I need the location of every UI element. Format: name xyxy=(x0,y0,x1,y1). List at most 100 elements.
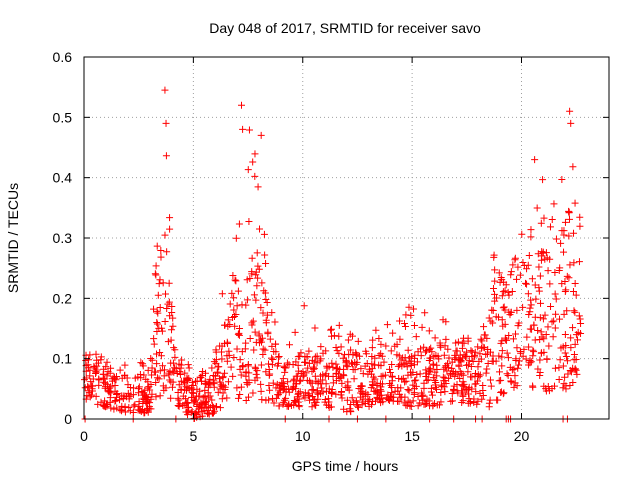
data-point xyxy=(526,325,534,333)
data-point xyxy=(545,387,553,395)
data-point xyxy=(86,393,94,401)
data-point xyxy=(409,368,417,376)
data-point xyxy=(540,214,548,222)
data-point xyxy=(457,357,465,365)
data-point xyxy=(233,345,241,353)
data-point xyxy=(323,401,331,409)
data-point xyxy=(159,279,167,287)
data-point xyxy=(486,396,494,404)
data-point xyxy=(503,370,511,378)
data-point xyxy=(478,344,486,352)
data-point xyxy=(413,371,421,379)
data-point xyxy=(303,376,311,384)
data-point xyxy=(232,311,240,319)
data-point xyxy=(405,387,413,395)
data-point xyxy=(274,391,282,399)
data-point xyxy=(570,259,578,267)
data-point xyxy=(491,297,499,305)
data-point xyxy=(495,269,503,277)
data-point xyxy=(543,355,551,363)
data-point xyxy=(474,343,482,351)
data-point xyxy=(474,363,482,371)
data-point xyxy=(523,265,531,273)
data-point xyxy=(369,381,377,389)
data-point xyxy=(228,289,236,297)
data-point xyxy=(346,407,354,415)
data-point xyxy=(556,315,564,323)
data-point xyxy=(110,405,118,413)
data-point xyxy=(156,348,164,356)
data-point xyxy=(536,356,544,364)
data-point xyxy=(509,335,517,343)
data-point xyxy=(460,380,468,388)
data-point xyxy=(134,406,142,414)
data-point xyxy=(494,396,502,404)
data-point xyxy=(547,303,555,311)
data-point xyxy=(497,273,505,281)
data-point xyxy=(410,322,418,330)
data-point xyxy=(319,388,327,396)
data-point xyxy=(252,338,260,346)
data-point xyxy=(208,396,216,404)
data-point xyxy=(497,388,505,396)
data-point xyxy=(569,324,577,332)
data-point xyxy=(256,225,264,233)
data-point xyxy=(317,343,325,351)
data-point xyxy=(274,353,282,361)
data-point xyxy=(569,378,577,386)
data-point xyxy=(107,389,115,397)
data-point xyxy=(275,384,283,392)
data-point xyxy=(258,396,266,404)
data-point xyxy=(498,353,506,361)
data-point xyxy=(257,387,265,395)
chart-title: Day 048 of 2017, SRMTID for receiver sav… xyxy=(209,20,481,36)
data-point xyxy=(377,380,385,388)
data-point xyxy=(513,344,521,352)
data-point xyxy=(157,247,165,255)
data-point xyxy=(395,390,403,398)
data-point xyxy=(550,200,558,208)
data-point xyxy=(246,335,254,343)
y-tick-label: 0.5 xyxy=(53,109,73,125)
data-point xyxy=(552,295,560,303)
data-point xyxy=(454,338,462,346)
data-point xyxy=(153,318,161,326)
data-point xyxy=(417,352,425,360)
data-point xyxy=(104,368,112,376)
data-point xyxy=(339,354,347,362)
data-point xyxy=(442,335,450,343)
data-point xyxy=(252,296,260,304)
data-point xyxy=(546,280,554,288)
data-point xyxy=(441,342,449,350)
data-point xyxy=(216,385,224,393)
data-point xyxy=(199,394,207,402)
data-point xyxy=(106,384,114,392)
y-tick-label: 0.1 xyxy=(53,351,73,367)
x-tick-label: 15 xyxy=(404,428,420,444)
data-point xyxy=(280,364,288,372)
data-point xyxy=(480,331,488,339)
data-point xyxy=(113,390,121,398)
data-point xyxy=(453,347,461,355)
data-point xyxy=(443,360,451,368)
data-point xyxy=(533,204,541,212)
data-point xyxy=(349,351,357,359)
data-point xyxy=(244,166,252,174)
data-point xyxy=(348,359,356,367)
data-point xyxy=(551,364,559,372)
data-point xyxy=(567,344,575,352)
data-point xyxy=(262,295,270,303)
data-point xyxy=(236,365,244,373)
data-point xyxy=(150,335,158,343)
data-point xyxy=(259,309,267,317)
data-point xyxy=(435,401,443,409)
data-point xyxy=(461,353,469,361)
data-point xyxy=(447,397,455,405)
data-point xyxy=(433,372,441,380)
data-point xyxy=(527,226,535,234)
data-point xyxy=(171,364,179,372)
data-point xyxy=(152,393,160,401)
data-point xyxy=(155,280,163,288)
data-point xyxy=(201,386,209,394)
data-point xyxy=(400,320,408,328)
